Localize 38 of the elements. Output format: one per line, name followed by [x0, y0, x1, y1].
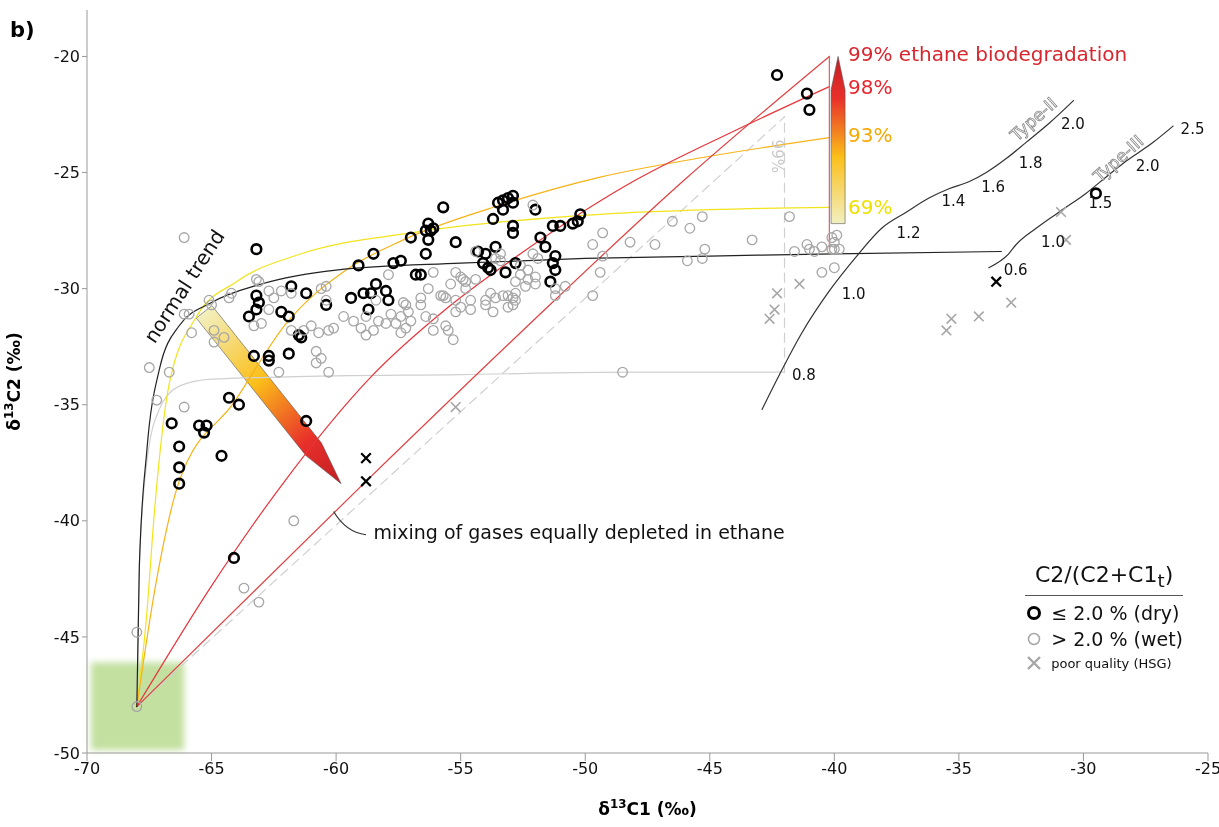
y-tick-label: -45 [53, 627, 80, 647]
x-tick-label: -30 [1070, 759, 1097, 779]
annotation: 1.5 [1088, 193, 1113, 212]
annotation: 1.6 [981, 177, 1006, 196]
x-tick-label: -45 [696, 759, 723, 779]
annotation: 0.8 [791, 365, 816, 384]
legend-title: C2/(C2+C1$_{t}$) [1025, 562, 1183, 597]
annotation: 0.6 [1003, 261, 1028, 280]
annotation: 98% [848, 74, 893, 99]
y-tick-label: -30 [53, 279, 80, 299]
x-tick-label: -50 [572, 759, 599, 779]
x-tick-label: -55 [447, 759, 474, 779]
annotation: 1.0 [841, 284, 866, 303]
annotation: 93% [848, 123, 893, 148]
y-tick-label: -35 [53, 395, 80, 415]
annotation: 1.0 [1041, 233, 1065, 252]
annotation: 1.8 [1018, 154, 1043, 173]
x-axis-title: δ$^{13}$C1 (‰) [598, 797, 697, 819]
x-tick-label: -40 [821, 759, 848, 779]
x-tick-label: -25 [1194, 759, 1219, 779]
annotation: 99% [767, 139, 786, 173]
annotation: 69% [848, 195, 893, 220]
legend-label: ≤ 2.0 % (dry) [1051, 602, 1180, 625]
legend-label: poor quality (HSG) [1051, 655, 1172, 671]
text: b) [10, 18, 35, 43]
annotation: mixing of gases equally depleted in ethane [373, 521, 785, 544]
x-tick-label: -65 [198, 759, 225, 779]
x-tick-label: -60 [323, 759, 350, 779]
annotation: 99% ethane biodegradation [848, 42, 1128, 67]
annotation: 1.4 [941, 191, 966, 210]
x-tick-label: -35 [945, 759, 972, 779]
annotation: 2.5 [1180, 119, 1205, 138]
legend-label: > 2.0 % (wet) [1051, 628, 1183, 651]
y-tick-label: -25 [53, 163, 80, 183]
y-tick-label: -40 [53, 511, 80, 531]
annotation: 1.2 [896, 224, 921, 243]
y-tick-label: -20 [53, 47, 80, 67]
annotation: 2.0 [1061, 115, 1085, 134]
